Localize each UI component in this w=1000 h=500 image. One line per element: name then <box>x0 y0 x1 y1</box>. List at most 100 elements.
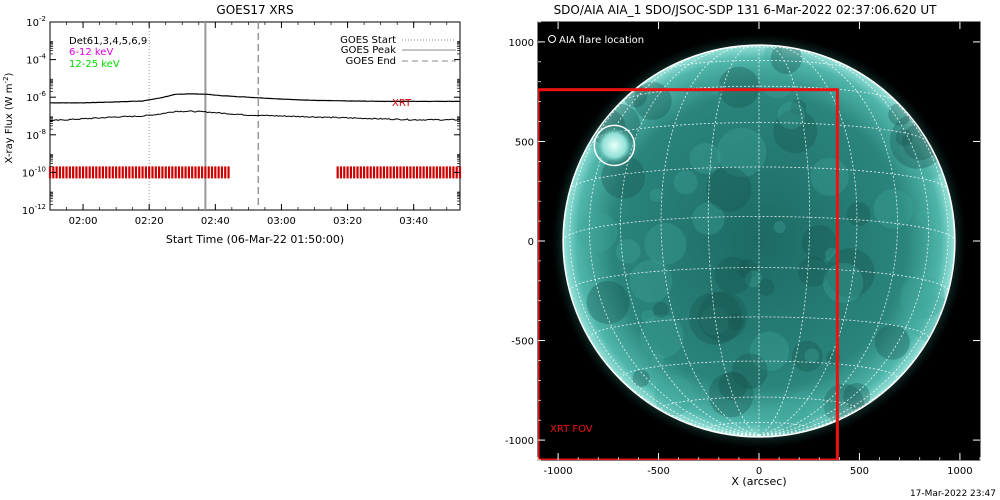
disk-texture-patch <box>728 313 745 331</box>
disk-texture-patch <box>644 223 687 266</box>
goes-y-tick-label: 10-12 <box>22 203 46 217</box>
disk-texture-patch <box>692 202 725 235</box>
latitude-grid-line <box>589 316 929 339</box>
goes-plot-frame <box>49 21 461 211</box>
goes-y-tick-label: 10-2 <box>26 15 46 29</box>
aia-x-tick-label: -500 <box>647 466 670 477</box>
goes-y-tick-label: 10-8 <box>26 128 46 142</box>
aia-x-axis-label: X (arcsec) <box>731 475 786 488</box>
disk-texture-patch <box>700 306 730 336</box>
disk-texture-patch <box>649 188 663 202</box>
aia-x-tick-label: 0 <box>756 466 762 477</box>
goes-x-tick-label: 02:00 <box>69 216 98 227</box>
disk-texture-patch <box>576 211 618 253</box>
disk-texture-patch <box>651 353 665 367</box>
aia-y-tick-label: -1000 <box>505 436 534 447</box>
solar-limb <box>562 44 956 438</box>
goes-x-tick-label: 03:20 <box>333 216 362 227</box>
goes-x-tick-label: 03:00 <box>267 216 296 227</box>
longitude-grid-line <box>588 50 760 436</box>
disk-texture-patch <box>790 99 807 116</box>
latitude-grid-line <box>563 215 955 242</box>
goes-flux-line-upper <box>50 93 461 104</box>
longitude-grid-line <box>758 66 949 436</box>
disk-texture-patch <box>758 401 813 437</box>
disk-texture-patch <box>615 239 641 264</box>
disk-texture-patch <box>764 45 783 64</box>
legend-goes-start: GOES Start <box>340 35 396 46</box>
disk-texture-patch <box>745 270 762 288</box>
goes-legend: GOES Start GOES Peak GOES End <box>340 35 456 67</box>
goes-x-tick-label: 02:20 <box>135 216 164 227</box>
disk-texture-patch <box>697 291 748 342</box>
disk-texture-patch <box>718 371 748 401</box>
disk-texture-patch <box>716 127 767 178</box>
longitude-grid-line <box>707 45 760 436</box>
longitude-grid-line <box>758 45 811 436</box>
goes-x-axis-label: Start Time (06-Mar-22 01:50:00) <box>166 233 344 246</box>
disk-texture-patch <box>673 170 698 195</box>
xrt-fov-label: XRT FOV <box>550 424 593 435</box>
longitude-grid-line <box>620 46 760 436</box>
disk-texture-patch <box>706 166 752 212</box>
disk-texture-patch <box>921 158 942 179</box>
disk-texture-patch <box>714 256 752 295</box>
disk-texture-patch <box>586 281 630 325</box>
disk-texture-patch <box>737 259 758 279</box>
latitude-grid-line <box>660 396 858 410</box>
goes-x-tick-label: 02:40 <box>201 216 230 227</box>
flare-legend-icon <box>548 35 556 43</box>
goes-y-tick-label: 10-4 <box>26 53 46 67</box>
disk-texture-patch <box>884 132 904 152</box>
disk-texture-patch <box>708 372 754 418</box>
disk-texture-patch <box>632 369 650 388</box>
goes-y-axis-label: X-ray Flux (W m-2) <box>2 72 15 163</box>
disk-texture-patch <box>791 340 823 372</box>
disk-texture-patch <box>804 348 820 364</box>
aia-image-chart: SDO/AIA AIA_1 SDO/JSOC-SDP 131 6-Mar-202… <box>505 3 996 499</box>
aia-y-tick-label: 0 <box>528 237 534 248</box>
disk-texture-patch <box>633 82 672 121</box>
disk-texture-patch <box>873 189 914 229</box>
aia-x-tick-label: -1000 <box>544 466 573 477</box>
latitude-grid-line <box>590 122 928 142</box>
aia-y-tick-label: -500 <box>511 337 534 348</box>
detector-label: Det61,3,4,5,6,9 <box>69 36 147 47</box>
longitude-grid-line <box>758 240 955 436</box>
xrt-coverage-label: XRT <box>392 98 412 109</box>
latitude-grid-line <box>621 85 897 102</box>
disk-texture-patch <box>874 324 910 360</box>
aia-x-tick-label: 500 <box>850 466 869 477</box>
disk-texture-patch <box>749 331 790 371</box>
goes-flux-line-lower <box>49 110 461 122</box>
legend-goes-peak: GOES Peak <box>341 45 396 56</box>
disk-texture-patch <box>773 221 786 234</box>
disk-texture-patch <box>797 256 829 287</box>
longitude-grid-line <box>569 66 760 436</box>
disk-texture-patch <box>654 375 695 416</box>
disk-texture-patch <box>846 202 871 227</box>
disk-texture-patch <box>689 291 743 345</box>
disk-texture-patch <box>900 275 945 320</box>
goes-xrs-chart: GOES17 XRS 10-12 10-10 10-8 10-6 10-4 10-2 02… <box>2 3 462 246</box>
disk-texture-patch <box>770 45 802 75</box>
disk-texture-patch <box>707 79 723 95</box>
flare-glow <box>594 125 635 166</box>
disk-texture-patch <box>757 278 775 296</box>
longitude-grid-line <box>563 240 760 436</box>
legend-goes-end: GOES End <box>346 56 396 67</box>
goes-chart-title: GOES17 XRS <box>216 3 293 17</box>
disk-texture-patch <box>916 209 931 224</box>
disk-texture-patch <box>640 314 684 359</box>
longitude-grid-line <box>758 45 858 436</box>
flare-location-marker <box>593 124 636 167</box>
disk-texture-patch <box>732 353 768 389</box>
aia-chart-title: SDO/AIA AIA_1 SDO/JSOC-SDP 131 6-Mar-202… <box>554 3 938 17</box>
flare-legend-label: AIA flare location <box>559 35 644 46</box>
goes-x-tick-label: 03:40 <box>399 216 428 227</box>
disk-texture-patch <box>823 262 864 304</box>
disk-texture-patch <box>718 66 760 108</box>
longitude-grid-line <box>660 45 760 436</box>
xrt-fov-box <box>538 88 839 460</box>
aia-y-tick-label: 500 <box>515 137 534 148</box>
